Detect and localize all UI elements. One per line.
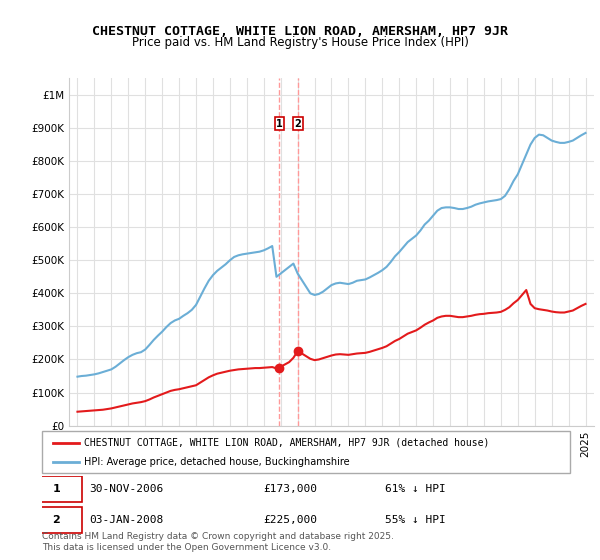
Text: 30-NOV-2006: 30-NOV-2006 — [89, 484, 164, 494]
Text: CHESTNUT COTTAGE, WHITE LION ROAD, AMERSHAM, HP7 9JR: CHESTNUT COTTAGE, WHITE LION ROAD, AMERS… — [92, 25, 508, 38]
Text: £173,000: £173,000 — [264, 484, 318, 494]
FancyBboxPatch shape — [31, 507, 82, 533]
Text: Price paid vs. HM Land Registry's House Price Index (HPI): Price paid vs. HM Land Registry's House … — [131, 36, 469, 49]
Text: HPI: Average price, detached house, Buckinghamshire: HPI: Average price, detached house, Buck… — [84, 457, 350, 467]
Text: 55% ↓ HPI: 55% ↓ HPI — [385, 515, 446, 525]
Text: 1: 1 — [276, 119, 283, 129]
Text: 2: 2 — [295, 119, 301, 129]
Text: CHESTNUT COTTAGE, WHITE LION ROAD, AMERSHAM, HP7 9JR (detached house): CHESTNUT COTTAGE, WHITE LION ROAD, AMERS… — [84, 437, 490, 447]
Text: Contains HM Land Registry data © Crown copyright and database right 2025.
This d: Contains HM Land Registry data © Crown c… — [42, 532, 394, 552]
Text: 1: 1 — [52, 484, 60, 494]
Text: 61% ↓ HPI: 61% ↓ HPI — [385, 484, 446, 494]
FancyBboxPatch shape — [42, 431, 570, 473]
FancyBboxPatch shape — [31, 476, 82, 502]
Text: 03-JAN-2008: 03-JAN-2008 — [89, 515, 164, 525]
Text: 2: 2 — [52, 515, 60, 525]
Text: £225,000: £225,000 — [264, 515, 318, 525]
